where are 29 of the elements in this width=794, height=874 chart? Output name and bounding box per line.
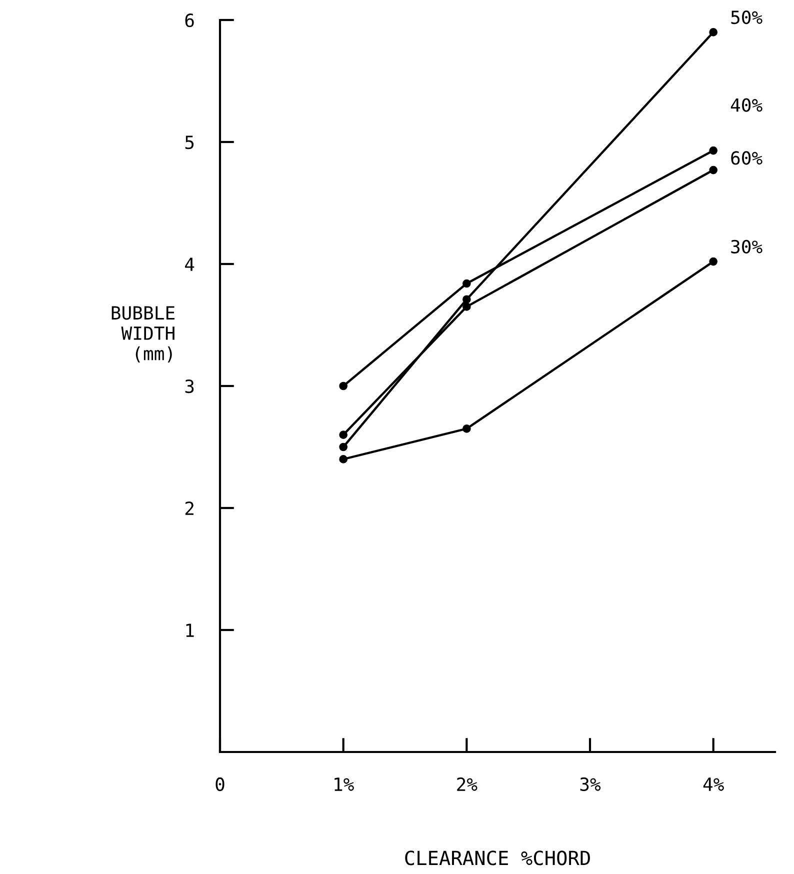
x-tick-label: 0 xyxy=(216,777,224,792)
y-tick-label: 1 xyxy=(186,624,194,637)
x-tick-label: 2% xyxy=(457,777,478,791)
series-label: 60% xyxy=(731,151,762,165)
point xyxy=(462,302,471,311)
point xyxy=(339,430,348,439)
x-tick-label: 3% xyxy=(580,777,601,792)
series-label: 30% xyxy=(731,240,762,254)
point xyxy=(339,382,348,390)
y-tick-label: 4 xyxy=(185,258,194,271)
point xyxy=(709,28,718,36)
y-tick-label: 2 xyxy=(185,502,194,515)
point xyxy=(709,257,718,266)
point xyxy=(339,442,348,452)
point xyxy=(462,295,471,304)
point xyxy=(462,279,471,288)
x-axis-title: CLEARANCE %CHORD xyxy=(405,850,590,866)
y-tick-label: 6 xyxy=(185,14,194,28)
point xyxy=(339,455,348,464)
series-label: 50% xyxy=(731,10,762,24)
x-tick-label: 1% xyxy=(334,778,354,791)
y-tick-label: 3 xyxy=(185,380,194,394)
y-tick-label: 5 xyxy=(185,136,194,150)
y-axis-title: BUBBLE WIDTH (mm) xyxy=(112,306,174,363)
point xyxy=(462,424,471,433)
point xyxy=(709,166,718,174)
text: 40% xyxy=(730,98,762,112)
point xyxy=(709,146,718,155)
x-tick-label: 4% xyxy=(703,778,724,791)
